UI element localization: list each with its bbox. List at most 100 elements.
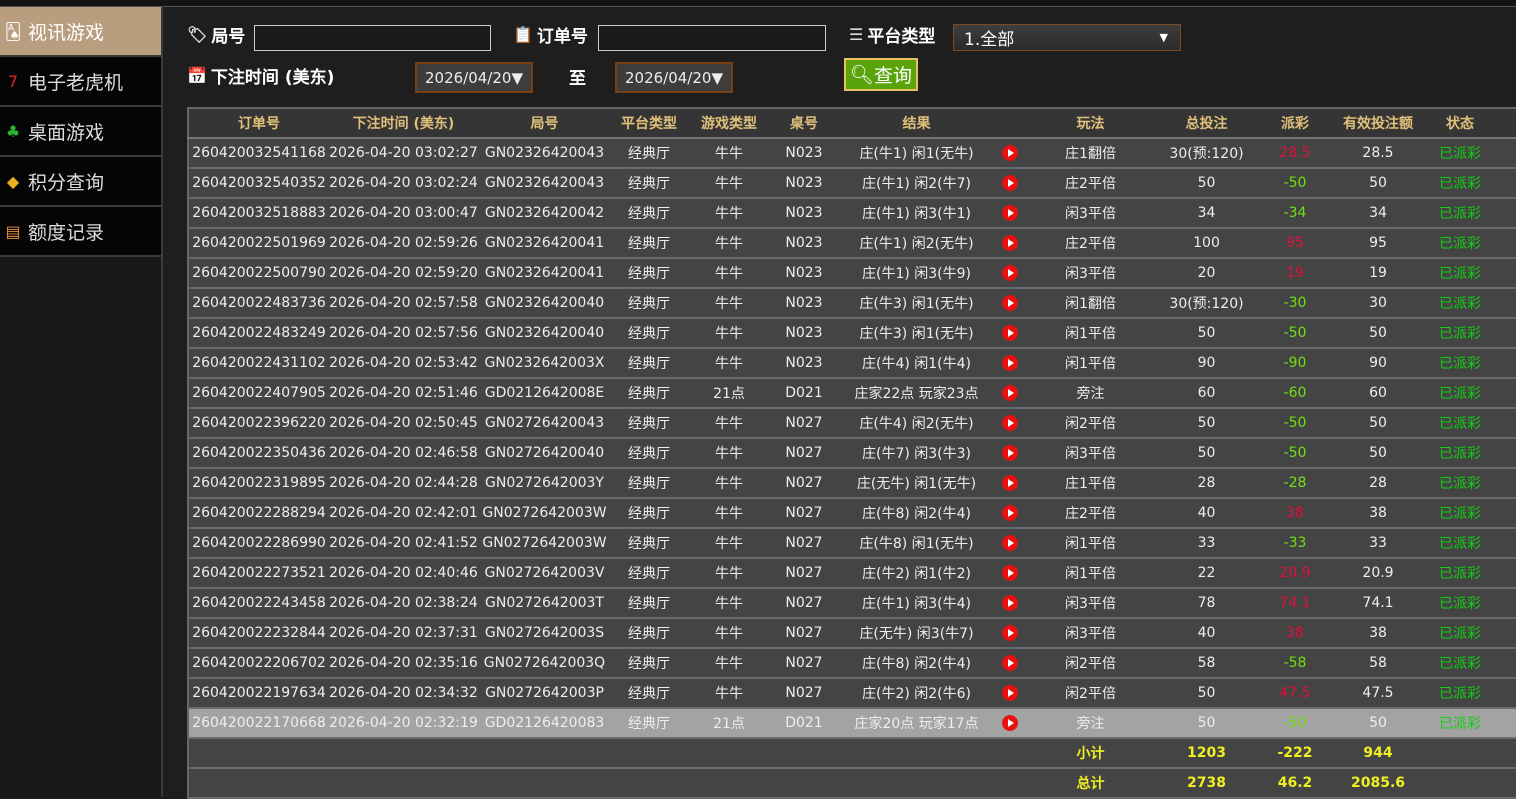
play-video-icon[interactable] (1001, 235, 1018, 251)
replay-cell (996, 168, 1023, 199)
game-type-cell: 牛牛 (687, 438, 771, 469)
bet-type-cell: 闲1平倍 (1023, 558, 1158, 589)
table-row[interactable]: 260420022483249 2026-04-20 02:57:56 GN0232… (188, 318, 1516, 349)
play-video-icon[interactable] (1001, 265, 1018, 281)
play-video-icon[interactable] (1001, 445, 1018, 461)
sidebar-item-4[interactable]: ▤ 额度记录 (0, 207, 161, 257)
order-input[interactable] (598, 25, 826, 51)
table-row[interactable]: 260420022500790 2026-04-20 02:59:20 GN0232… (188, 258, 1516, 289)
date-from-select[interactable]: 2026/04/20 ▼ (415, 62, 533, 93)
table-row[interactable]: 260420022170668 2026-04-20 02:32:19 GD0212… (188, 708, 1516, 739)
play-video-icon[interactable] (1001, 685, 1018, 701)
order-no-cell: 260420022288294 (188, 498, 329, 529)
order-label: 订单号 (536, 27, 588, 47)
table-row[interactable]: 260420022501969 2026-04-20 02:59:26 GN0232… (188, 228, 1516, 259)
order-filter-label: 📋 订单号 (513, 22, 588, 47)
empty-cell (771, 738, 837, 769)
play-video-icon[interactable] (1001, 655, 1018, 671)
total-bet-cell: 50 (1158, 438, 1255, 469)
sidebar-item-2[interactable]: ♣ 桌面游戏 (0, 107, 161, 157)
status-cell: 已派彩 (1421, 648, 1499, 679)
empty-cell (1421, 768, 1499, 799)
table-row[interactable]: 260420022396220 2026-04-20 02:50:45 GN0272… (188, 408, 1516, 439)
total-bet-cell: 50 (1158, 408, 1255, 439)
bet-type-cell: 闲1翻倍 (1023, 288, 1158, 319)
table-row[interactable]: 260420022273521 2026-04-20 02:40:46 GN0272… (188, 558, 1516, 589)
table-row[interactable]: 260420022431102 2026-04-20 02:53:42 GN0232… (188, 348, 1516, 379)
valid-bet-cell: 28.5 (1335, 138, 1421, 169)
bet-time-cell: 2026-04-20 02:32:19 (329, 708, 478, 739)
table-row[interactable]: 260420022483736 2026-04-20 02:57:58 GN0232… (188, 288, 1516, 319)
round-no-cell: GN0272642003S (478, 618, 611, 649)
play-video-icon[interactable] (1001, 595, 1018, 611)
valid-bet-cell: 34 (1335, 198, 1421, 229)
platform-cell: 经典厅 (611, 198, 687, 229)
play-video-icon[interactable] (1001, 175, 1018, 191)
bet-time-cell: 2026-04-20 02:51:46 (329, 378, 478, 409)
valid-bet-cell: 38 (1335, 498, 1421, 529)
table-no-cell: N027 (771, 618, 837, 649)
sidebar-item-0[interactable]: 🂡 视讯游戏 (0, 7, 161, 57)
valid-bet-cell: 38 (1335, 618, 1421, 649)
column-header-order-no: 订单号 (188, 107, 329, 139)
platform-cell: 经典厅 (611, 258, 687, 289)
table-row[interactable]: 260420022319895 2026-04-20 02:44:28 GN0272… (188, 468, 1516, 499)
empty-cell (837, 738, 996, 769)
play-video-icon[interactable] (1001, 355, 1018, 371)
play-video-icon[interactable] (1001, 535, 1018, 551)
play-video-icon[interactable] (1001, 625, 1018, 641)
payout-cell: -28 (1255, 468, 1335, 499)
table-row[interactable]: 260420022232844 2026-04-20 02:37:31 GN0272… (188, 618, 1516, 649)
empty-cell (1421, 738, 1499, 769)
table-row[interactable]: 260420022288294 2026-04-20 02:42:01 GN0272… (188, 498, 1516, 529)
platform-cell: 经典厅 (611, 288, 687, 319)
valid-bet-cell: 50 (1335, 708, 1421, 739)
play-video-icon[interactable] (1001, 385, 1018, 401)
play-video-icon[interactable] (1001, 295, 1018, 311)
table-no-cell: N027 (771, 438, 837, 469)
sidebar-item-3[interactable]: ◆ 积分查询 (0, 157, 161, 207)
status-cell: 已派彩 (1421, 168, 1499, 199)
game-type-cell: 牛牛 (687, 138, 771, 169)
query-button[interactable]: 🔍︎ 查询 (844, 58, 918, 91)
play-video-icon[interactable] (1001, 715, 1018, 731)
total-bet-cell: 28 (1158, 468, 1255, 499)
table-row[interactable]: 260420022243458 2026-04-20 02:38:24 GN0272… (188, 588, 1516, 619)
play-video-icon[interactable] (1001, 505, 1018, 521)
round-input[interactable] (254, 25, 491, 51)
play-video-icon[interactable] (1001, 325, 1018, 341)
table-no-cell: N023 (771, 168, 837, 199)
table-row[interactable]: 260420022350436 2026-04-20 02:46:58 GN0272… (188, 438, 1516, 469)
sidebar-item-1[interactable]: 7 电子老虎机 (0, 57, 161, 107)
bet-type-cell: 闲1平倍 (1023, 528, 1158, 559)
table-row[interactable]: 260420032540352 2026-04-20 03:02:24 GN0232… (188, 168, 1516, 199)
platform-cell: 经典厅 (611, 378, 687, 409)
platform-select[interactable]: 1.全部 ▼ (953, 24, 1181, 51)
tag-icon: 🏷 (187, 25, 208, 44)
table-row[interactable]: 260420022286990 2026-04-20 02:41:52 GN0272… (188, 528, 1516, 559)
play-video-icon[interactable] (1001, 145, 1018, 161)
spacer-cell (1499, 168, 1516, 199)
table-row[interactable]: 260420022197634 2026-04-20 02:34:32 GN0272… (188, 678, 1516, 709)
result-cell: 庄家20点 玩家17点 (837, 708, 996, 739)
table-row[interactable]: 260420032518883 2026-04-20 03:00:47 GN0232… (188, 198, 1516, 229)
chips-icon: ♣ (5, 121, 21, 141)
bet-type-cell: 庄2平倍 (1023, 228, 1158, 259)
date-to-select[interactable]: 2026/04/20 ▼ (615, 62, 733, 93)
bet-time-cell: 2026-04-20 02:50:45 (329, 408, 478, 439)
valid-bet-cell: 58 (1335, 648, 1421, 679)
play-video-icon[interactable] (1001, 565, 1018, 581)
table-row[interactable]: 260420022206702 2026-04-20 02:35:16 GN0272… (188, 648, 1516, 679)
table-row[interactable]: 260420032541168 2026-04-20 03:02:27 GN0232… (188, 138, 1516, 169)
play-video-icon[interactable] (1001, 205, 1018, 221)
empty-cell (188, 738, 329, 769)
time-filter-label: 📅 下注时间 (美东) (187, 63, 334, 88)
platform-cell: 经典厅 (611, 588, 687, 619)
play-video-icon[interactable] (1001, 475, 1018, 491)
table-row[interactable]: 260420022407905 2026-04-20 02:51:46 GD0212… (188, 378, 1516, 409)
spacer-cell (1499, 558, 1516, 589)
spacer-cell (1499, 378, 1516, 409)
play-video-icon[interactable] (1001, 415, 1018, 431)
table-no-cell: D021 (771, 378, 837, 409)
status-cell: 已派彩 (1421, 498, 1499, 529)
